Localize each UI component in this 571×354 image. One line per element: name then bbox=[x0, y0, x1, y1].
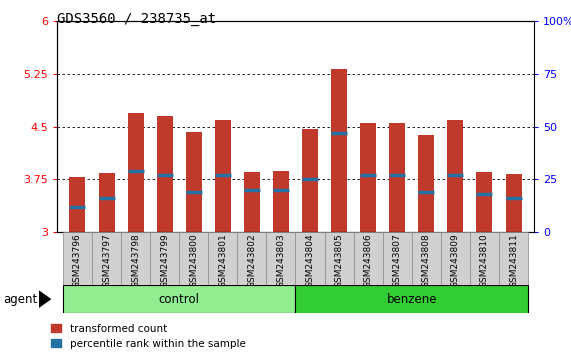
Text: control: control bbox=[159, 293, 200, 306]
Polygon shape bbox=[39, 290, 51, 308]
Bar bbox=[267, 232, 296, 285]
Bar bbox=[150, 232, 179, 285]
Bar bbox=[238, 232, 267, 285]
Text: GSM243803: GSM243803 bbox=[276, 234, 286, 288]
Text: GSM243805: GSM243805 bbox=[335, 234, 344, 288]
Bar bbox=[331, 69, 347, 232]
Bar bbox=[99, 173, 115, 232]
Bar bbox=[302, 129, 318, 232]
Text: GSM243809: GSM243809 bbox=[451, 234, 460, 288]
Bar bbox=[121, 232, 150, 285]
Bar bbox=[441, 232, 470, 285]
Text: GSM243802: GSM243802 bbox=[247, 234, 256, 288]
Bar bbox=[353, 232, 383, 285]
Bar bbox=[208, 232, 238, 285]
Bar bbox=[296, 285, 528, 313]
Text: GSM243806: GSM243806 bbox=[364, 234, 373, 288]
Text: GSM243807: GSM243807 bbox=[393, 234, 402, 288]
Bar bbox=[505, 174, 521, 232]
Text: GSM243796: GSM243796 bbox=[73, 234, 82, 288]
Bar bbox=[70, 177, 86, 232]
Legend: transformed count, percentile rank within the sample: transformed count, percentile rank withi… bbox=[51, 324, 246, 349]
Text: benzene: benzene bbox=[387, 293, 437, 306]
Text: GSM243811: GSM243811 bbox=[509, 234, 518, 288]
Text: GSM243797: GSM243797 bbox=[102, 234, 111, 288]
Bar bbox=[470, 232, 499, 285]
Bar bbox=[273, 171, 289, 232]
Bar bbox=[476, 172, 492, 232]
Bar bbox=[179, 232, 208, 285]
Bar bbox=[412, 232, 441, 285]
Bar bbox=[92, 232, 121, 285]
Text: GSM243799: GSM243799 bbox=[160, 234, 169, 288]
Text: GSM243808: GSM243808 bbox=[422, 234, 431, 288]
Bar bbox=[244, 172, 260, 232]
Bar bbox=[360, 123, 376, 232]
Bar bbox=[127, 113, 143, 232]
Text: GSM243804: GSM243804 bbox=[305, 234, 315, 288]
Bar bbox=[186, 132, 202, 232]
Text: agent: agent bbox=[3, 293, 37, 306]
Text: GSM243800: GSM243800 bbox=[189, 234, 198, 288]
Text: GSM243798: GSM243798 bbox=[131, 234, 140, 288]
Bar bbox=[63, 232, 92, 285]
Bar bbox=[419, 135, 435, 232]
Text: GDS3560 / 238735_at: GDS3560 / 238735_at bbox=[57, 12, 216, 27]
Text: GSM243801: GSM243801 bbox=[218, 234, 227, 288]
Bar bbox=[389, 123, 405, 232]
Bar bbox=[383, 232, 412, 285]
Bar bbox=[324, 232, 353, 285]
Bar bbox=[156, 116, 172, 232]
Bar bbox=[215, 120, 231, 232]
Bar bbox=[63, 285, 296, 313]
Bar bbox=[296, 232, 324, 285]
Bar bbox=[448, 120, 464, 232]
Text: GSM243810: GSM243810 bbox=[480, 234, 489, 288]
Bar bbox=[499, 232, 528, 285]
